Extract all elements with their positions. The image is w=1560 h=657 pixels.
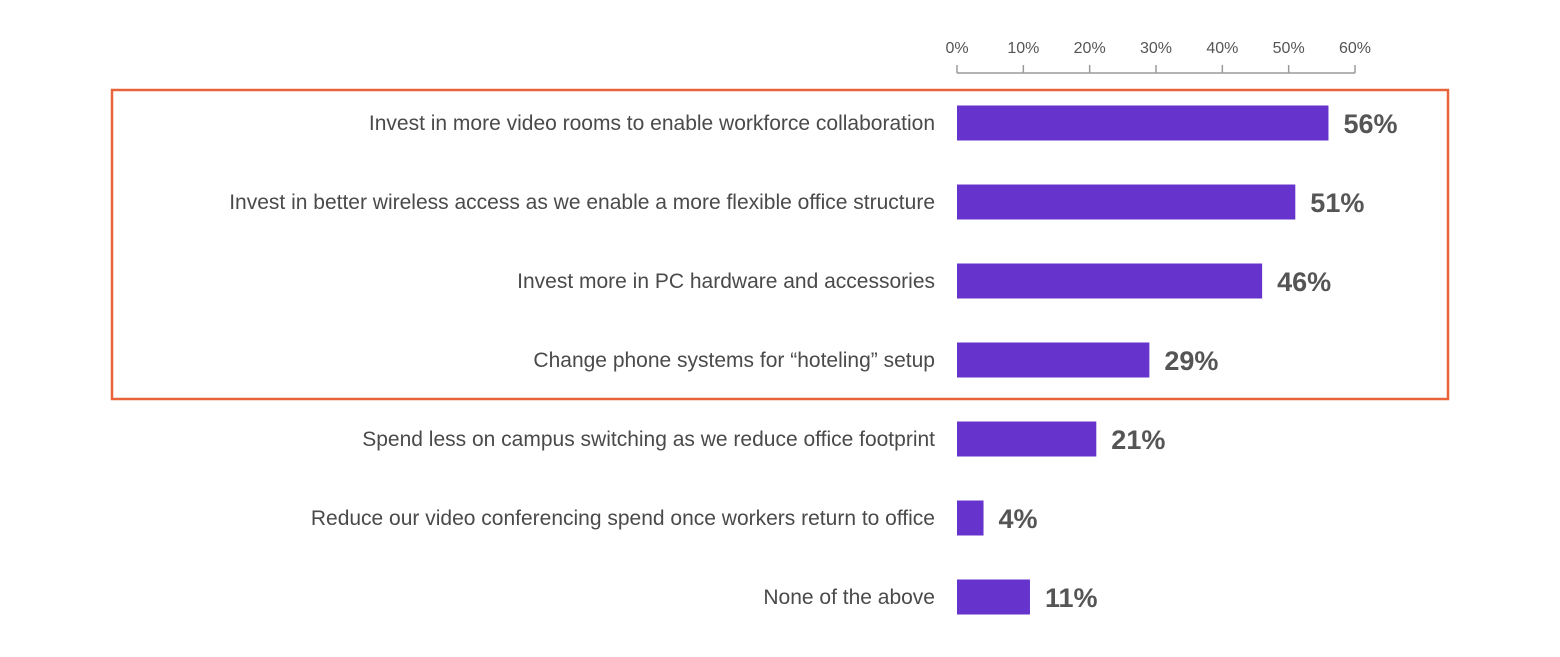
highlight-box [110,88,1450,401]
value-label: 56% [1343,109,1397,139]
category-label: None of the above [763,586,935,609]
value-label: 4% [999,504,1038,534]
x-tick-label: 20% [1074,40,1106,57]
x-tick-label: 60% [1339,40,1371,57]
category-label: Invest in better wireless access as we e… [229,191,935,214]
bar [957,184,1296,220]
value-label: 29% [1164,346,1218,376]
bar [957,500,984,536]
bar [957,579,1030,615]
category-labels: Invest in more video rooms to enable wor… [229,112,935,609]
highlight-layer [110,88,1450,401]
bar [957,263,1263,299]
category-label: Spend less on campus switching as we red… [362,428,935,451]
x-axis: 0% 10% 20% 30% 40% 50% 60% [945,40,1371,74]
category-label: Reduce our video conferencing spend once… [311,507,935,530]
value-labels: 56% 51% 46% 29% 21% 4% 11% [999,109,1398,613]
category-label: Invest in more video rooms to enable wor… [369,112,935,135]
x-tick-label: 40% [1206,40,1238,57]
bar [957,105,1329,141]
bar [957,342,1150,378]
x-tick-label: 30% [1140,40,1172,57]
bar [957,421,1097,457]
x-tick-label: 0% [945,40,968,57]
x-tick-label: 50% [1273,40,1305,57]
value-label: 11% [1045,583,1098,613]
value-label: 21% [1111,425,1165,455]
category-label: Invest more in PC hardware and accessori… [517,270,935,293]
category-label: Change phone systems for “hoteling” setu… [533,349,935,372]
value-label: 51% [1310,188,1364,218]
value-label: 46% [1277,267,1331,297]
bars [957,105,1329,615]
x-tick-label: 10% [1007,40,1039,57]
